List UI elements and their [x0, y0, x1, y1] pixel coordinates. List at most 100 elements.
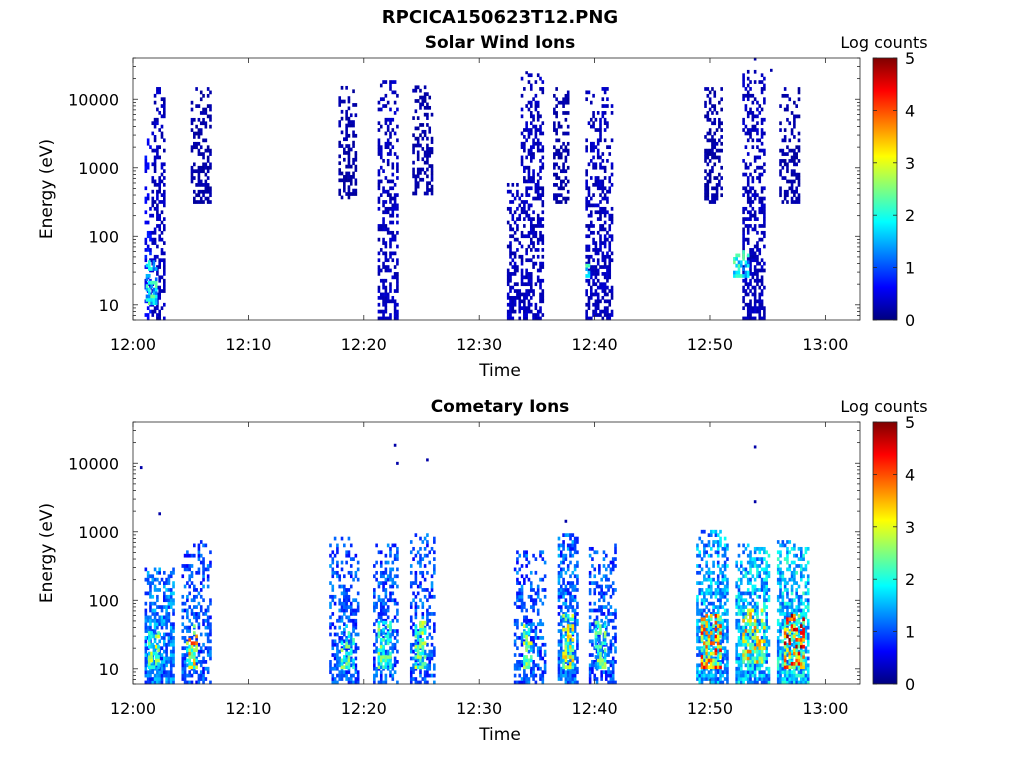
- spectrogram-cell: [338, 670, 342, 675]
- spectrogram-cell: [603, 624, 607, 628]
- spectrogram-cell: [347, 639, 351, 644]
- spectrogram-cell: [779, 162, 782, 167]
- spectrogram-cell: [564, 533, 568, 537]
- spectrogram-cell: [396, 230, 399, 235]
- spectrogram-cell: [516, 618, 519, 623]
- spectrogram-cell: [607, 649, 610, 654]
- spectrogram-cell: [539, 114, 542, 119]
- spectrogram-cell: [585, 97, 588, 102]
- spectrogram-cell: [516, 660, 519, 664]
- spectrogram-cell: [513, 642, 517, 647]
- spectrogram-cell: [760, 80, 764, 84]
- spectrogram-cell: [758, 296, 762, 300]
- spectrogram-cell: [389, 598, 392, 603]
- spectrogram-cell: [712, 564, 715, 568]
- spectrogram-cell: [391, 299, 395, 304]
- spectrogram-cell: [594, 661, 598, 666]
- spectrogram-cell: [151, 581, 155, 585]
- spectrogram-cell: [158, 677, 161, 681]
- spectrogram-cell: [705, 673, 708, 678]
- spectrogram-cell: [532, 588, 535, 592]
- spectrogram-cell: [382, 169, 385, 173]
- spectrogram-cell: [753, 213, 757, 218]
- spectrogram-cell: [589, 124, 593, 129]
- spectrogram-cell: [379, 632, 383, 637]
- spectrogram-cell: [534, 128, 538, 132]
- spectrogram-cell: [763, 162, 766, 167]
- spectrogram-cell: [607, 584, 610, 589]
- spectrogram-cell: [172, 663, 175, 668]
- spectrogram-cell: [716, 670, 720, 675]
- spectrogram-cell: [347, 670, 351, 675]
- spectrogram-cell: [557, 186, 561, 191]
- spectrogram-cell: [715, 196, 719, 201]
- spectrogram-cell: [790, 189, 794, 194]
- spectrogram-cell: [529, 275, 533, 280]
- spectrogram-cell: [719, 529, 722, 534]
- spectrogram-cell: [541, 289, 545, 293]
- spectrogram-cell: [573, 663, 577, 668]
- spectrogram-cell: [199, 605, 203, 609]
- spectrogram-cell: [382, 588, 385, 592]
- spectrogram-cell: [539, 598, 542, 603]
- spectrogram-cell: [165, 612, 168, 616]
- spectrogram-cell: [603, 637, 607, 642]
- spectrogram-cell: [193, 615, 196, 620]
- spectrogram-cell: [144, 653, 148, 657]
- spectrogram-cell: [340, 608, 344, 613]
- spectrogram-cell: [345, 594, 348, 599]
- spectrogram-cell: [700, 677, 704, 681]
- spectrogram-cell: [393, 615, 397, 620]
- spectrogram-cell: [726, 546, 729, 551]
- spectrogram-cell: [389, 107, 392, 112]
- spectrogram-cell: [153, 237, 157, 242]
- spectrogram-cell: [746, 165, 750, 170]
- spectrogram-cell: [188, 605, 191, 609]
- spectrogram-cell: [592, 282, 595, 287]
- spectrogram-cell: [601, 206, 605, 211]
- spectrogram-cell: [423, 594, 427, 599]
- spectrogram-cell: [416, 584, 420, 589]
- spectrogram-cell: [760, 203, 764, 208]
- spectrogram-cell: [190, 598, 194, 603]
- spectrogram-cell: [786, 104, 789, 108]
- spectrogram-cell: [599, 206, 602, 211]
- spectrogram-cell: [416, 631, 420, 635]
- spectrogram-cell: [783, 159, 787, 163]
- spectrogram-cell: [386, 631, 390, 635]
- spectrogram-cell: [199, 179, 203, 184]
- spectrogram-cell: [154, 267, 158, 271]
- spectrogram-cell: [197, 553, 201, 558]
- spectrogram-cell: [756, 100, 759, 105]
- spectrogram-cell: [543, 670, 547, 675]
- spectrogram-cell: [529, 186, 533, 191]
- spectrogram-cell: [596, 179, 600, 184]
- spectrogram-cell: [793, 121, 796, 126]
- spectrogram-cell: [379, 248, 383, 252]
- spectrogram-cell: [721, 618, 725, 623]
- spectrogram-cell: [598, 608, 601, 613]
- spectrogram-cell: [529, 230, 533, 235]
- spectrogram-cell: [146, 162, 150, 167]
- spectrogram-cell: [758, 251, 762, 256]
- spectrogram-cell: [610, 292, 614, 297]
- spectrogram-cell: [596, 258, 600, 263]
- spectrogram-cell: [593, 673, 597, 678]
- spectrogram-cell: [426, 636, 429, 640]
- spectrogram-cell: [393, 316, 397, 321]
- spectrogram-cell: [536, 73, 540, 78]
- spectrogram-cell: [426, 653, 429, 657]
- spectrogram-cell: [160, 230, 164, 235]
- spectrogram-cell: [151, 189, 155, 194]
- spectrogram-cell: [797, 87, 801, 91]
- spectrogram-cell: [433, 612, 436, 616]
- spectrogram-cell: [751, 248, 755, 252]
- spectrogram-cell: [516, 663, 519, 668]
- x-tick-label: 12:10: [225, 335, 271, 354]
- spectrogram-cell: [148, 661, 151, 666]
- spectrogram-cell: [377, 182, 381, 187]
- spectrogram-cell: [419, 644, 422, 649]
- spectrogram-cell: [414, 660, 418, 664]
- spectrogram-cell: [541, 265, 545, 269]
- spectrogram-cell: [696, 625, 699, 630]
